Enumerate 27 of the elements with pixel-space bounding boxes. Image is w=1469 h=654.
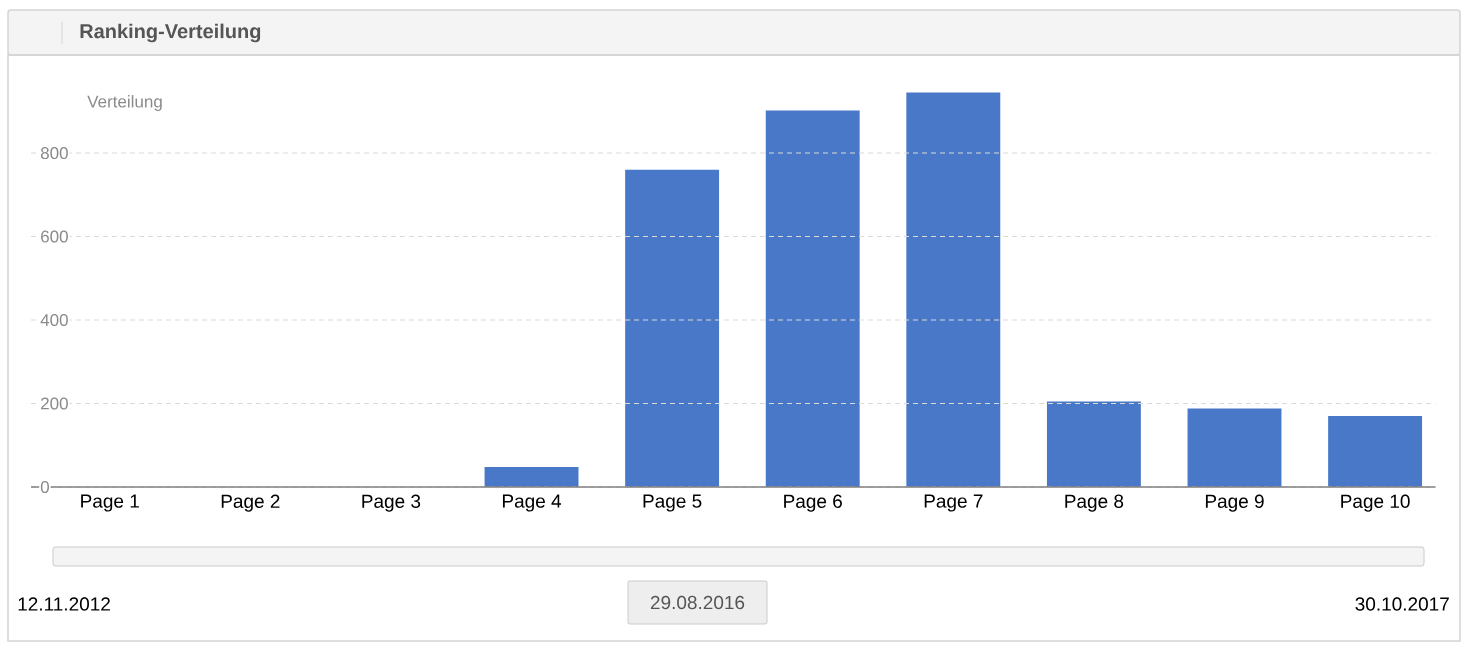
y-tick-label: 0 (40, 480, 49, 494)
x-tick-label: Page 1 (81, 494, 139, 512)
x-tick-label: Page 6 (784, 494, 842, 512)
annotation: Verteilung (87, 95, 162, 111)
bar (765, 110, 860, 487)
bar (906, 92, 1001, 487)
bar (484, 466, 579, 487)
x-tick-label: Page 9 (1205, 494, 1264, 512)
x-tick-label: Page 10 (1341, 494, 1410, 512)
y-tick-label: 400 (40, 314, 68, 327)
text: 30.10.2017 (1355, 597, 1449, 611)
bar (1328, 416, 1423, 487)
y-tick-label: 200 (41, 397, 68, 410)
y-tick-label: 600 (41, 230, 68, 243)
bar (625, 169, 720, 487)
x-tick-label: Page 7 (924, 494, 983, 512)
bar (1046, 401, 1141, 487)
text: 29.08.2016 (650, 595, 745, 610)
y-tick-label: 800 (40, 147, 68, 160)
chart-title: Ranking-Verteilung (80, 23, 261, 43)
text: 12.11.2012 (18, 597, 110, 611)
x-tick-label: Page 8 (1065, 494, 1124, 512)
x-tick-label: Page 2 (221, 494, 280, 512)
bar (1187, 408, 1282, 487)
x-tick-label: Page 5 (643, 494, 702, 512)
x-tick-label: Page 4 (502, 494, 562, 512)
x-tick-label: Page 3 (362, 494, 421, 512)
